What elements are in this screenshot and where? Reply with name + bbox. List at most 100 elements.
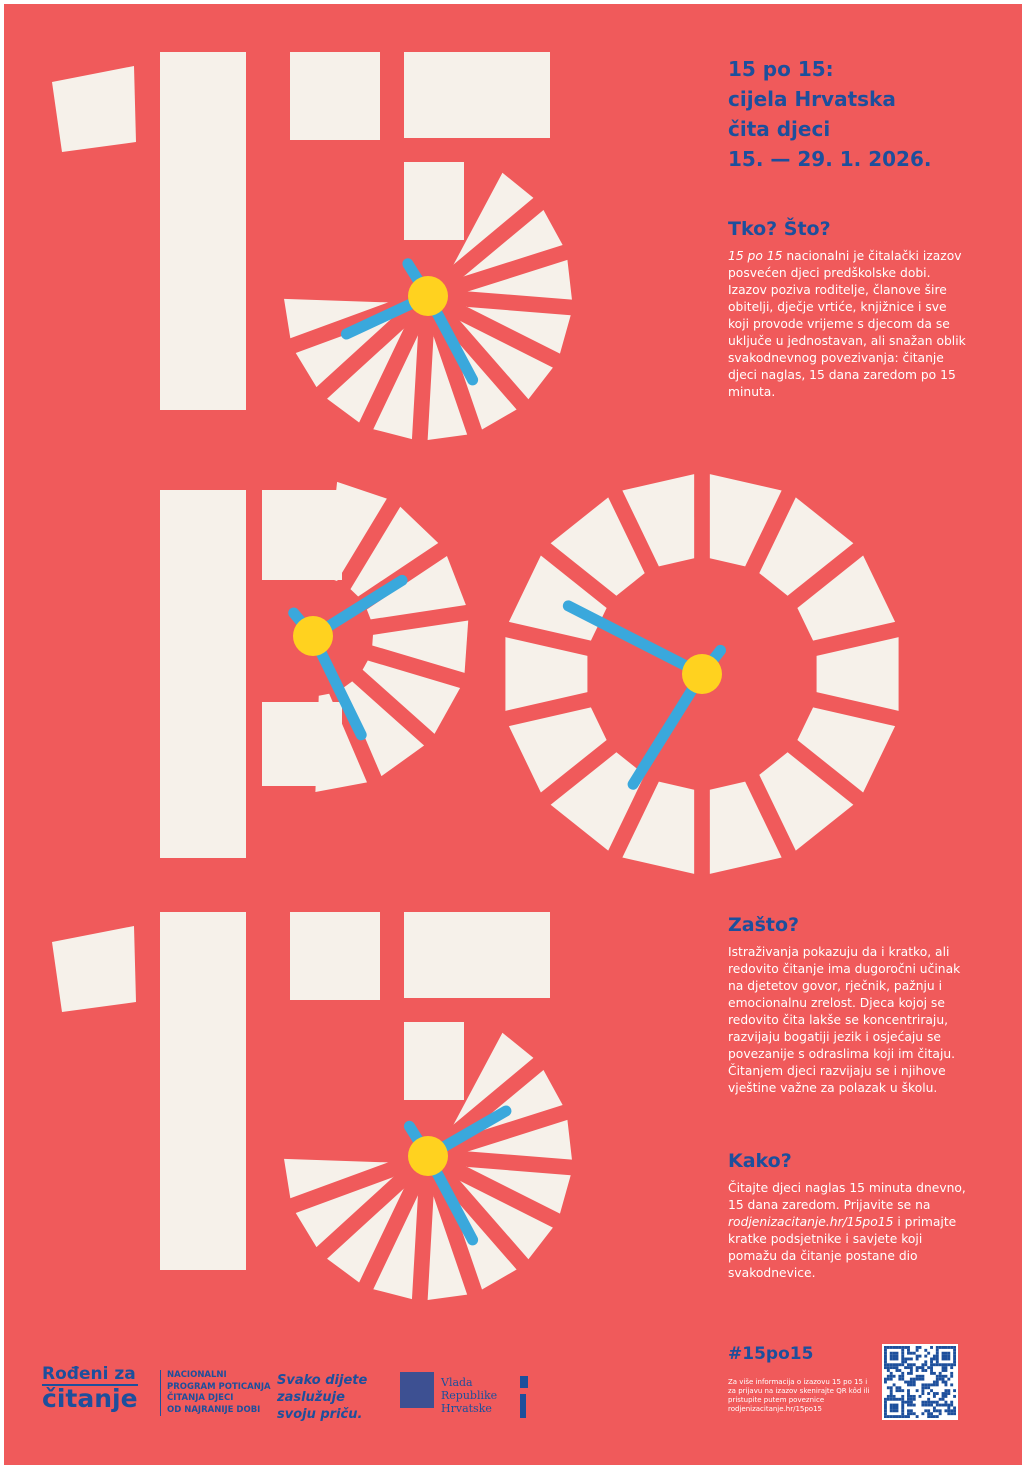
- section-body: 15 po 15 nacionalni je čitalački izazov …: [728, 248, 966, 401]
- italic-lead: 15 po 15: [728, 249, 783, 263]
- qr-module: [892, 1374, 896, 1378]
- qr-module: [884, 1366, 887, 1370]
- qr-module: [895, 1346, 899, 1349]
- qr-code: [882, 1344, 958, 1420]
- wedge: [350, 506, 439, 597]
- wedge: [466, 306, 571, 354]
- qr-module: [901, 1363, 905, 1367]
- qr-module: [915, 1357, 919, 1361]
- qr-module: [892, 1357, 896, 1361]
- qr-module: [907, 1383, 910, 1387]
- qr-module: [898, 1346, 902, 1349]
- qr-module: [947, 1363, 951, 1367]
- qr-module: [938, 1363, 942, 1367]
- qr-module: [927, 1397, 931, 1401]
- wedge: [373, 1194, 419, 1300]
- qr-module: [892, 1403, 896, 1407]
- qr-module: [944, 1403, 948, 1407]
- qr-module: [938, 1346, 942, 1349]
- qr-module: [921, 1389, 925, 1393]
- qr-module: [904, 1415, 908, 1419]
- qr-module: [953, 1389, 957, 1393]
- qr-module: [892, 1383, 896, 1387]
- wedge: [550, 497, 645, 596]
- qr-module: [901, 1389, 905, 1393]
- qr-module: [941, 1351, 945, 1355]
- program-line: ČITANJA DJECI: [167, 1393, 234, 1403]
- qr-module: [909, 1394, 913, 1398]
- qr-module: [932, 1357, 936, 1361]
- qr-module: [901, 1346, 905, 1349]
- qr-module: [907, 1394, 910, 1398]
- qr-module: [935, 1363, 939, 1367]
- mark: [520, 1394, 526, 1418]
- qr-module: [921, 1363, 925, 1367]
- wedge: [327, 1188, 405, 1283]
- qr-module: [941, 1369, 945, 1372]
- qr-module: [909, 1371, 913, 1375]
- qr-module: [927, 1400, 931, 1404]
- section-body: Istraživanja pokazuju da i kratko, ali r…: [728, 945, 961, 1095]
- qr-module: [935, 1351, 939, 1355]
- qr-module: [924, 1363, 928, 1367]
- qr-module: [921, 1374, 925, 1378]
- qr-module: [953, 1363, 957, 1367]
- qr-module: [892, 1406, 896, 1410]
- qr-module: [947, 1346, 951, 1349]
- qr-module: [915, 1354, 919, 1358]
- qr-module: [941, 1357, 945, 1361]
- wedge: [550, 752, 645, 851]
- qr-module: [901, 1409, 905, 1413]
- qr-module: [915, 1369, 919, 1372]
- qr-module: [895, 1409, 899, 1413]
- qr-module: [944, 1392, 948, 1395]
- digit-one-flag: [52, 926, 136, 1012]
- qr-module: [938, 1371, 942, 1375]
- qr-module: [884, 1406, 887, 1410]
- clock-center: [293, 616, 333, 656]
- qr-module: [886, 1369, 890, 1372]
- wedge: [816, 637, 899, 711]
- qr-module: [953, 1348, 957, 1352]
- qr-module: [909, 1380, 913, 1384]
- qr-module: [892, 1415, 896, 1419]
- qr-module: [950, 1383, 954, 1387]
- qr-module: [889, 1363, 893, 1367]
- qr-module: [938, 1412, 942, 1416]
- qr-module: [889, 1371, 893, 1375]
- qr-module: [898, 1415, 902, 1419]
- qr-module: [944, 1351, 948, 1355]
- qr-module: [924, 1383, 928, 1387]
- qr-module: [927, 1383, 931, 1387]
- digit-five-top: [404, 52, 550, 138]
- poster: 15 po 15: cijela Hrvatska čita djeci 15.…: [4, 4, 1022, 1465]
- qr-module: [924, 1403, 928, 1407]
- qr-module: [944, 1380, 948, 1384]
- qr-module: [895, 1386, 899, 1390]
- qr-module: [930, 1403, 933, 1407]
- link[interactable]: rodjenizacitanje.hr/15po15: [728, 1215, 894, 1229]
- qr-module: [935, 1360, 939, 1364]
- qr-module: [912, 1363, 916, 1367]
- qr-module: [930, 1371, 933, 1375]
- qr-module: [944, 1394, 948, 1398]
- qr-module: [947, 1403, 951, 1407]
- qr-module: [895, 1363, 899, 1367]
- wedge: [709, 781, 782, 874]
- slogan-line: Svako dijete: [277, 1373, 368, 1388]
- qr-module: [889, 1392, 893, 1395]
- qr-module: [907, 1409, 910, 1413]
- body-text: nacionalni je čitalački izazov posvećen …: [728, 249, 966, 399]
- qr-module: [921, 1412, 925, 1416]
- wedge: [295, 1176, 394, 1248]
- qr-module: [886, 1397, 890, 1401]
- qr-module: [944, 1357, 948, 1361]
- qr-module: [918, 1374, 922, 1378]
- wedge: [797, 707, 896, 793]
- qr-module: [884, 1346, 887, 1349]
- qr-module: [898, 1374, 902, 1378]
- qr-module: [907, 1380, 910, 1384]
- qr-module: [901, 1400, 905, 1404]
- qr-module: [927, 1366, 931, 1370]
- qr-module: [912, 1380, 916, 1384]
